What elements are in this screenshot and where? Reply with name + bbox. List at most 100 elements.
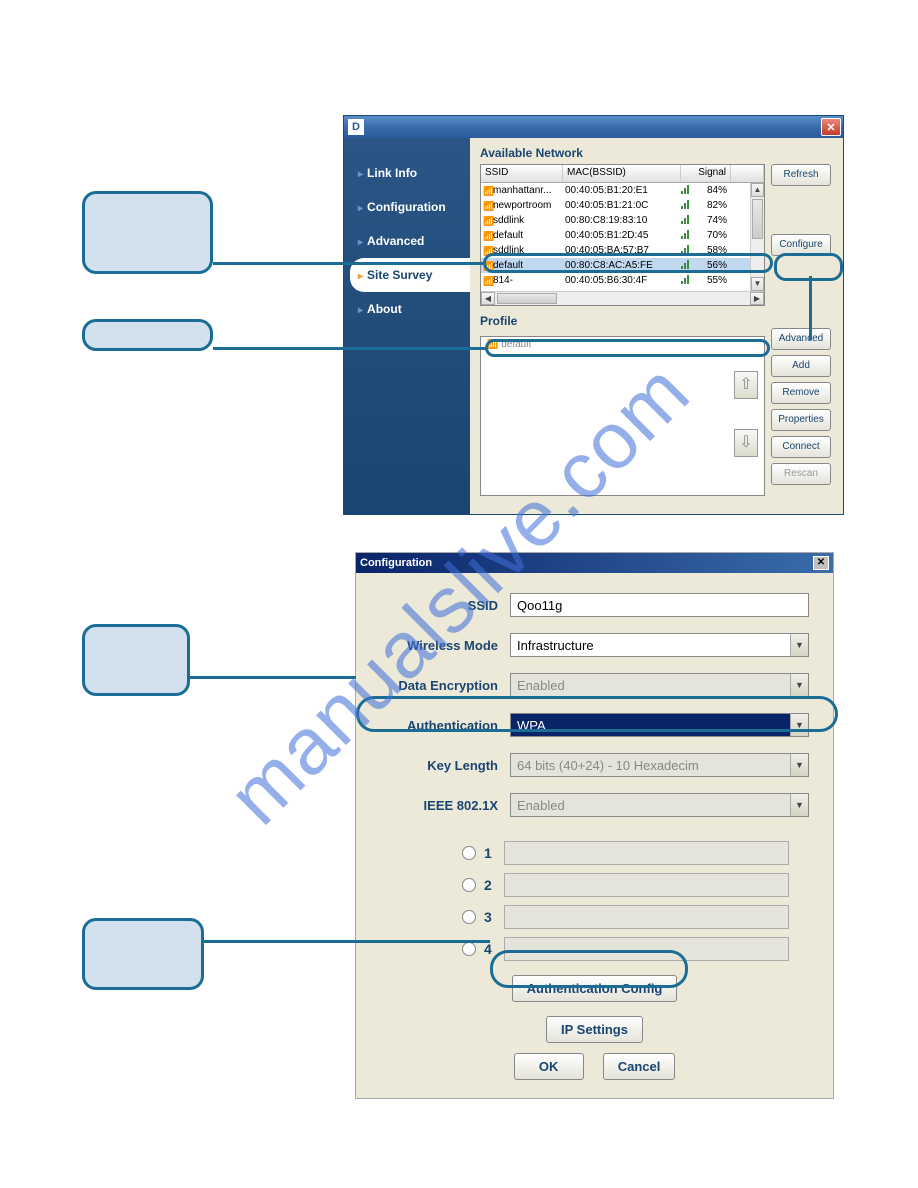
scroll-left-icon[interactable]: ◀ [481, 292, 495, 305]
col-ssid[interactable]: SSID [481, 165, 563, 182]
sidebar-item-configuration[interactable]: Configuration [344, 190, 470, 224]
mac-cell: 00:80:C8:AC:A5:FE [563, 260, 681, 271]
sidebar-item-advanced[interactable]: Advanced [344, 224, 470, 258]
wireless-mode-label: Wireless Mode [380, 638, 510, 653]
profile-list[interactable]: 📶 default ⇧ ⇩ [480, 336, 765, 496]
app-logo: D [348, 119, 364, 135]
ssid-cell: 814- [493, 275, 513, 286]
auth-config-button[interactable]: Authentication Config [512, 975, 678, 1002]
table-row[interactable]: 📶default 00:40:05:B1:2D:45 70% [481, 228, 764, 243]
mac-cell: 00:80:C8:19:83:10 [563, 215, 681, 226]
mac-cell: 00:40:05:B6:30:4F [563, 275, 681, 286]
ip-settings-button[interactable]: IP Settings [546, 1016, 643, 1043]
signal-bars-icon [681, 199, 689, 209]
signal-cell: 82% [695, 200, 731, 211]
add-button[interactable]: Add [771, 355, 831, 377]
connect-button[interactable]: Connect [771, 436, 831, 458]
site-survey-window: D ✕ Link Info Configuration Advanced Sit… [343, 115, 844, 515]
key-2-input [504, 873, 789, 897]
scroll-up-icon[interactable]: ▲ [751, 183, 764, 197]
sidebar-nav: Link Info Configuration Advanced Site Su… [344, 138, 470, 514]
advanced-button[interactable]: Advanced [771, 328, 831, 350]
available-network-title: Available Network [480, 146, 833, 160]
profile-title: Profile [480, 314, 833, 328]
rescan-button[interactable]: Rescan [771, 463, 831, 485]
key-1-radio[interactable] [462, 846, 476, 860]
signal-bars-icon [681, 274, 689, 284]
ssid-cell: default [493, 260, 523, 271]
titlebar: D ✕ [344, 116, 843, 138]
authentication-select[interactable]: WPA ▼ [510, 713, 809, 737]
close-button[interactable]: ✕ [821, 118, 841, 136]
signal-cell: 74% [695, 215, 731, 226]
key-3-radio[interactable] [462, 910, 476, 924]
scroll-thumb[interactable] [752, 199, 763, 239]
move-up-button[interactable]: ⇧ [734, 371, 758, 399]
connector-2 [213, 347, 485, 350]
connector-4 [204, 940, 490, 943]
profile-item[interactable]: 📶 default [481, 337, 764, 352]
network-icon: 📶 [487, 339, 498, 350]
select-value: Enabled [511, 678, 790, 693]
table-row[interactable]: 📶sddlink 00:80:C8:19:83:10 74% [481, 213, 764, 228]
profile-label: default [501, 339, 531, 350]
dropdown-arrow-icon[interactable]: ▼ [790, 714, 808, 736]
ssid-cell: sddlink [493, 215, 524, 226]
signal-bars-icon [681, 229, 689, 239]
key-4-input [504, 937, 789, 961]
key-2-radio[interactable] [462, 878, 476, 892]
main-panel: Available Network SSID MAC(BSSID) Signal… [470, 138, 843, 514]
key-1-label: 1 [484, 845, 504, 861]
callout-2 [82, 319, 213, 351]
mac-cell: 00:40:05:B1:2D:45 [563, 230, 681, 241]
table-row[interactable]: 📶814- 00:40:05:B6:30:4F 55% [481, 273, 764, 288]
table-row[interactable]: 📶sddlink 00:40:05:BA:57:B7 58% [481, 243, 764, 258]
move-down-button[interactable]: ⇩ [734, 429, 758, 457]
network-icon: 📶 [483, 216, 491, 226]
wireless-mode-select[interactable]: Infrastructure ▼ [510, 633, 809, 657]
dropdown-arrow-icon: ▼ [790, 754, 808, 776]
mac-cell: 00:40:05:BA:57:B7 [563, 245, 681, 256]
network-table[interactable]: SSID MAC(BSSID) Signal 📶manhattanr... 00… [480, 164, 765, 306]
table-body: 📶manhattanr... 00:40:05:B1:20:E1 84% 📶ne… [481, 183, 764, 291]
dialog-close-button[interactable]: ✕ [813, 556, 829, 570]
dropdown-arrow-icon[interactable]: ▼ [790, 634, 808, 656]
connector-1 [213, 262, 483, 265]
dialog-titlebar: Configuration ✕ [356, 553, 833, 573]
select-value: WPA [511, 718, 790, 733]
ssid-cell: manhattanr... [493, 185, 551, 196]
network-icon: 📶 [483, 231, 491, 241]
data-encryption-label: Data Encryption [380, 678, 510, 693]
h-scrollbar[interactable]: ◀ ▶ [481, 291, 764, 305]
signal-bars-icon [681, 244, 689, 254]
ssid-input[interactable]: Qoo11g [510, 593, 809, 617]
sidebar-item-about[interactable]: About [344, 292, 470, 326]
network-icon: 📶 [483, 186, 491, 196]
table-header: SSID MAC(BSSID) Signal [481, 165, 764, 183]
key-4-radio[interactable] [462, 942, 476, 956]
properties-button[interactable]: Properties [771, 409, 831, 431]
col-mac[interactable]: MAC(BSSID) [563, 165, 681, 182]
signal-cell: 56% [695, 260, 731, 271]
select-value: Enabled [511, 798, 790, 813]
remove-button[interactable]: Remove [771, 382, 831, 404]
key-4-label: 4 [484, 941, 504, 957]
scroll-right-icon[interactable]: ▶ [750, 292, 764, 305]
v-scrollbar[interactable]: ▲ ▼ [750, 183, 764, 291]
configure-button[interactable]: Configure [771, 234, 831, 256]
key-3-label: 3 [484, 909, 504, 925]
network-icon: 📶 [483, 261, 491, 271]
table-row[interactable]: 📶default 00:80:C8:AC:A5:FE 56% [481, 258, 764, 273]
sidebar-item-link-info[interactable]: Link Info [344, 156, 470, 190]
data-encryption-select: Enabled ▼ [510, 673, 809, 697]
key-3-input [504, 905, 789, 929]
col-signal[interactable]: Signal [681, 165, 731, 182]
cancel-button[interactable]: Cancel [603, 1053, 676, 1080]
ok-button[interactable]: OK [514, 1053, 584, 1080]
scroll-thumb-h[interactable] [497, 293, 557, 304]
table-row[interactable]: 📶manhattanr... 00:40:05:B1:20:E1 84% [481, 183, 764, 198]
scroll-down-icon[interactable]: ▼ [751, 277, 764, 291]
table-row[interactable]: 📶newportroom 00:40:05:B1:21:0C 82% [481, 198, 764, 213]
refresh-button[interactable]: Refresh [771, 164, 831, 186]
callout-1 [82, 191, 213, 274]
